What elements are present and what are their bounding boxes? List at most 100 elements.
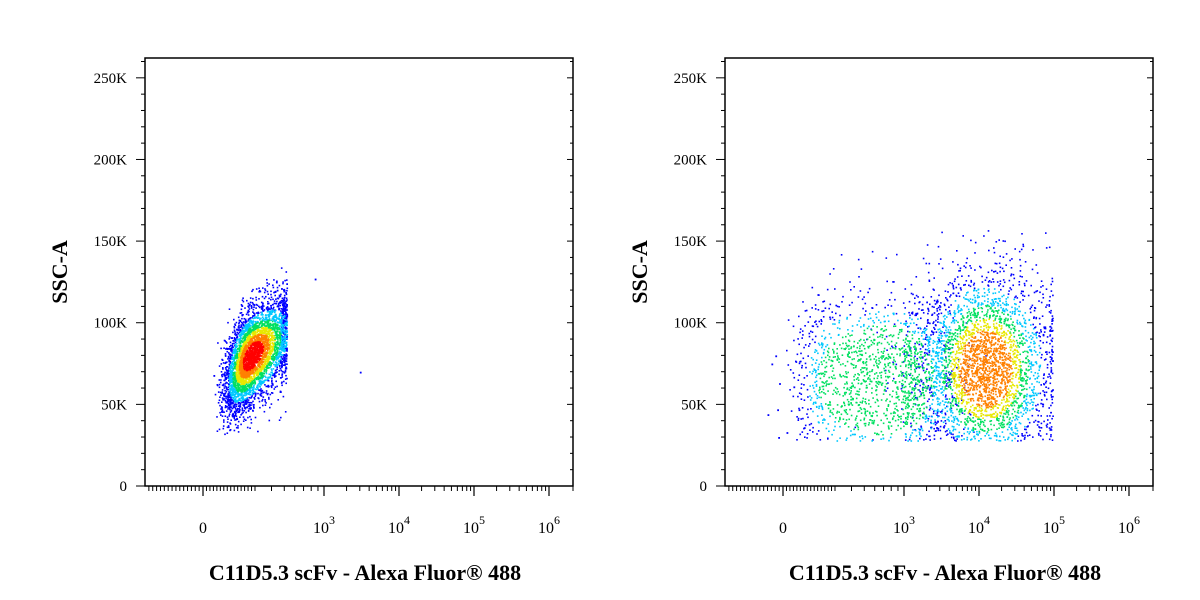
event-dot [254,352,256,355]
event-dot [261,351,263,354]
event-dot [239,389,242,392]
event-dot [247,371,249,373]
event-dot [237,316,240,319]
event-dot [1051,340,1053,343]
event-dot [217,402,220,404]
event-dot [284,296,286,299]
event-dot [223,347,225,349]
event-dot [278,294,281,297]
event-dot [804,424,807,427]
event-dot [264,289,267,292]
event-dot [258,359,261,361]
event-dot [952,433,954,436]
event-dot [254,348,257,351]
event-dot [798,407,800,410]
event-dot [260,335,263,337]
event-dot [1051,439,1054,441]
event-dot [922,257,925,260]
event-dot [1047,387,1050,390]
event-dot [895,345,897,348]
event-dot [895,363,898,366]
event-dot [248,319,251,322]
event-dot [261,295,264,298]
event-dot [235,366,238,369]
event-dot [248,396,250,399]
event-dot [803,384,805,386]
event-dot [233,397,235,399]
event-dot [268,283,270,285]
event-dot [247,324,250,326]
event-dot [914,302,916,305]
event-dot [924,348,927,351]
event-dot [269,342,272,345]
event-dot [251,306,253,308]
event-dot [1050,394,1052,396]
event-dot [250,386,253,389]
event-dot [246,335,249,337]
event-dot [940,302,942,304]
event-dot [1049,377,1052,379]
event-dot [233,318,235,321]
event-dot [262,339,264,341]
event-dot [269,330,271,333]
event-dot [261,361,263,364]
event-dot [252,330,255,333]
event-dot [236,335,238,338]
event-dot [238,380,241,382]
event-dot [253,345,256,347]
event-dot [283,321,285,323]
event-dot [931,305,934,308]
event-dot [222,368,224,370]
event-dot [281,324,284,326]
event-dot [798,362,801,365]
event-dot [270,357,273,360]
event-dot [237,348,239,350]
event-dot [270,293,272,296]
event-dot [251,393,254,395]
event-dot [259,339,262,341]
event-dot [268,398,270,400]
event-dot [259,381,262,384]
event-dot [254,388,257,390]
event-dot [244,386,246,389]
event-dot [263,291,266,294]
event-dot [245,328,247,330]
event-dot [224,395,226,398]
event-dot [269,362,272,364]
event-dot [894,298,896,301]
event-dot [230,344,232,347]
event-dot [253,325,255,328]
event-dot [927,418,930,420]
event-dot [227,402,230,405]
event-dot [959,269,961,272]
event-dot [221,415,224,417]
event-dot [247,368,249,371]
event-dot [273,388,276,390]
event-dot [243,391,246,394]
event-dot [253,375,255,377]
event-dot [249,401,252,404]
event-dot [1024,284,1026,287]
event-dot [225,390,228,393]
event-dot [259,389,261,391]
event-dot [279,313,281,315]
event-dot [801,366,803,369]
event-dot [926,320,929,322]
event-dot [262,317,265,320]
event-dot [266,378,269,381]
event-dot [280,300,283,302]
event-dot [234,352,236,355]
event-dot [236,342,238,345]
event-dot [922,386,924,389]
event-dot [224,385,226,387]
event-dot [268,316,270,318]
event-dot [279,327,282,329]
event-dot [281,365,283,367]
event-dot [264,331,266,334]
event-dot [281,303,284,305]
event-dot [266,321,268,323]
event-dot [230,419,232,421]
event-dot [237,394,239,396]
event-dot [1005,264,1007,266]
event-dot [1049,312,1052,314]
